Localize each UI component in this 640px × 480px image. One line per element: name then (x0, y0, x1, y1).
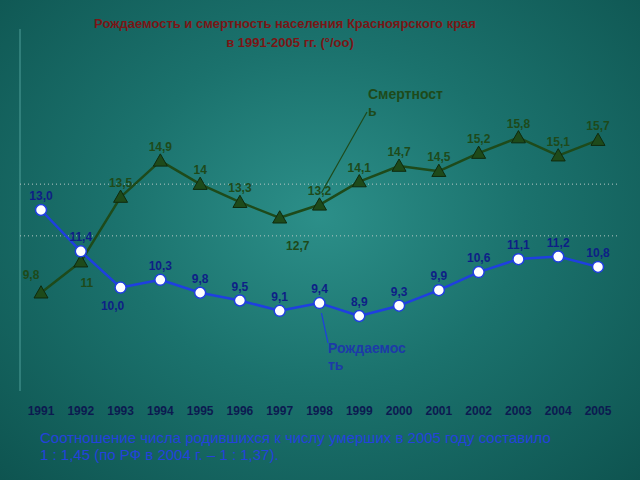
title: Рождаемость и смертность населения Красн… (94, 16, 476, 31)
x-tick-label: 1996 (227, 404, 254, 418)
data-label: 10,0 (101, 299, 125, 313)
marker (511, 131, 525, 143)
data-label: 14,7 (387, 145, 411, 159)
x-tick-label: 2001 (426, 404, 453, 418)
data-label: 11 (80, 276, 93, 290)
footnote: Соотношение числа родившихся к числу уме… (40, 429, 560, 463)
data-label: 10,3 (149, 259, 173, 273)
x-tick-label: 1993 (107, 404, 134, 418)
series-label: Смертность (368, 86, 446, 120)
marker (354, 311, 365, 322)
data-label: 9,8 (192, 272, 209, 286)
data-label: 14 (193, 163, 207, 177)
data-label: 9,1 (271, 290, 288, 304)
marker (274, 305, 285, 316)
marker (115, 282, 126, 293)
data-label: 13,5 (109, 176, 133, 190)
x-tick-label: 1998 (306, 404, 333, 418)
marker (433, 285, 444, 296)
data-label: 13,0 (29, 189, 53, 203)
data-label: 9,5 (232, 280, 249, 294)
x-tick-label: 1992 (67, 404, 94, 418)
chart: Рождаемость и смертность населения Красн… (0, 0, 640, 480)
x-tick-label: 2003 (505, 404, 532, 418)
plot-area (34, 131, 605, 322)
data-label: 11,4 (69, 230, 92, 244)
data-label: 15,1 (547, 135, 571, 149)
marker (593, 261, 604, 272)
marker (75, 246, 86, 257)
marker (313, 198, 327, 210)
marker (36, 205, 47, 216)
marker (193, 177, 207, 189)
marker (34, 286, 48, 298)
marker (551, 149, 565, 161)
marker (394, 300, 405, 311)
data-label: 11,2 (547, 236, 570, 250)
x-tick-label: 1999 (346, 404, 373, 418)
marker (472, 146, 486, 158)
x-tick-label: 1994 (147, 404, 174, 418)
x-tick-label: 1991 (28, 404, 55, 418)
data-label: 10,6 (467, 251, 491, 265)
marker (155, 274, 166, 285)
data-label: 8,9 (351, 295, 368, 309)
x-tick-label: 1997 (266, 404, 293, 418)
marker (195, 287, 206, 298)
data-label: 15,2 (467, 132, 491, 146)
data-label: 14,9 (149, 140, 173, 154)
y-axis-line (20, 29, 21, 391)
marker (553, 251, 564, 262)
leader-line (322, 313, 329, 343)
series-line (41, 138, 598, 293)
data-label: 9,8 (23, 268, 40, 282)
series-line (41, 210, 598, 316)
marker (513, 254, 524, 265)
marker (233, 195, 247, 207)
marker (591, 133, 605, 145)
marker (114, 190, 128, 202)
x-tick-label: 1995 (187, 404, 214, 418)
marker (273, 211, 287, 223)
data-label: 14,1 (348, 161, 372, 175)
marker (314, 298, 325, 309)
data-label: 9,9 (431, 269, 448, 283)
data-label: 13,2 (308, 184, 332, 198)
data-label: 14,5 (427, 150, 451, 164)
data-label: 15,7 (586, 119, 610, 133)
x-tick-label: 2005 (585, 404, 612, 418)
marker (352, 175, 366, 187)
marker (234, 295, 245, 306)
subtitle: в 1991-2005 гг. (°/оо) (226, 35, 354, 50)
data-label: 13,3 (228, 181, 252, 195)
marker (432, 164, 446, 176)
leader-line (322, 112, 368, 193)
x-tick-label: 2004 (545, 404, 572, 418)
data-label: 11,1 (507, 238, 530, 252)
data-label: 10,8 (586, 246, 610, 260)
series-label: Рождаемость (328, 340, 406, 374)
data-label: 9,4 (311, 282, 328, 296)
x-tick-label: 2000 (386, 404, 413, 418)
data-label: 12,7 (286, 239, 310, 253)
data-label: 9,3 (391, 285, 408, 299)
marker (473, 267, 484, 278)
marker (392, 159, 406, 171)
marker (153, 154, 167, 166)
grid-line (20, 235, 620, 236)
data-label: 15,8 (507, 117, 531, 131)
stage: Рождаемость и смертность населения Красн… (0, 0, 640, 480)
x-tick-label: 2002 (465, 404, 492, 418)
